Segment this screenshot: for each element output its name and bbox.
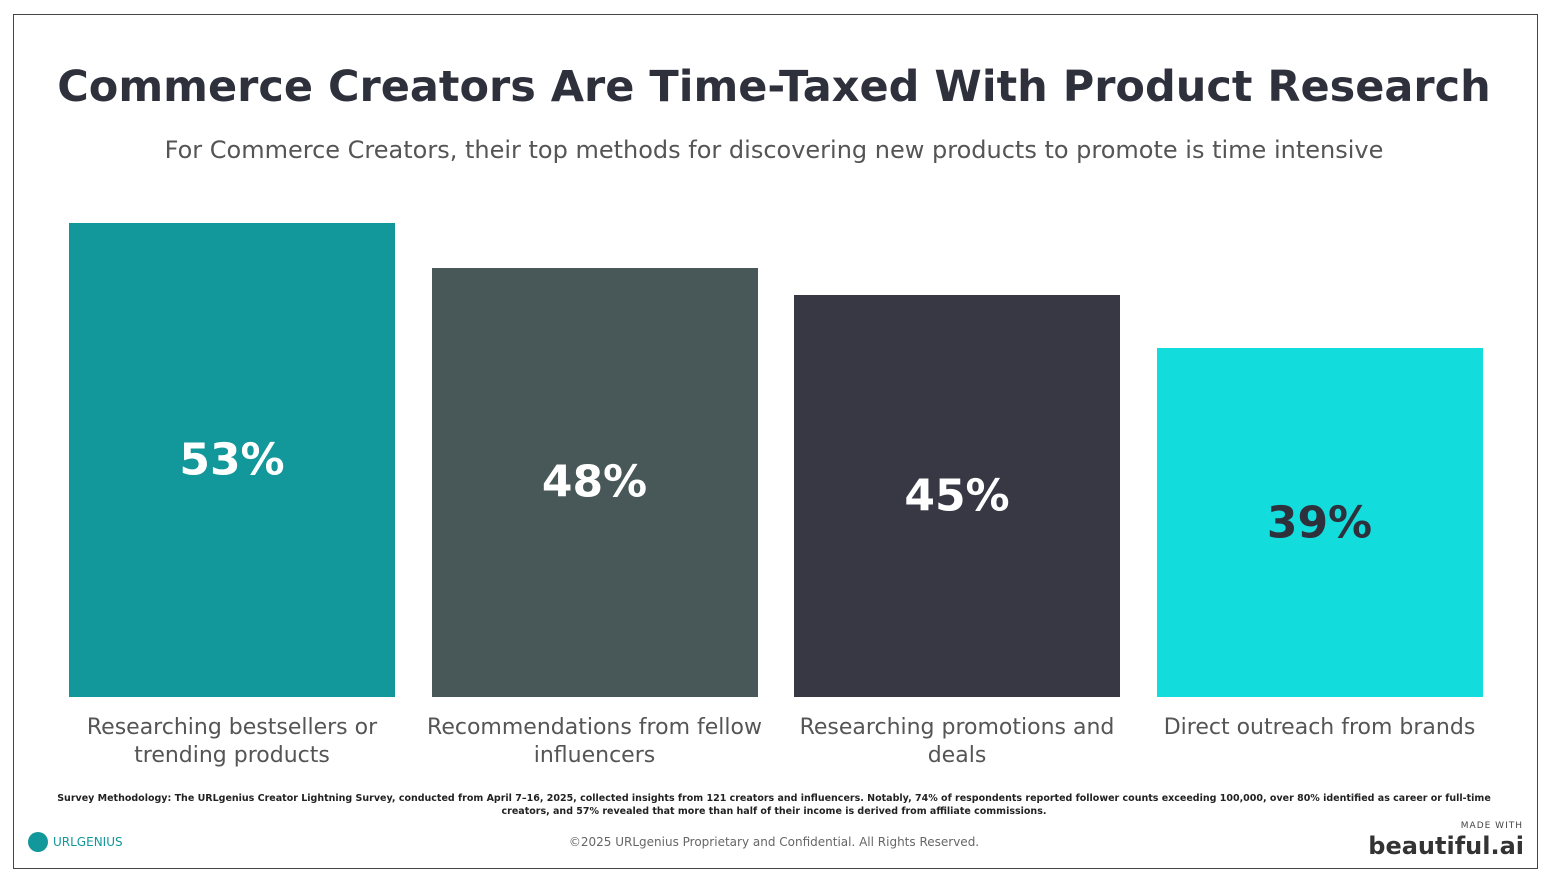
x-tick-label: Researching promotions and deals <box>799 715 1115 768</box>
bar <box>69 223 395 697</box>
value-label: 53% <box>179 434 285 486</box>
bar <box>431 267 758 697</box>
value-label: 45% <box>904 470 1010 522</box>
logo: URLGENIUS <box>28 832 123 852</box>
x-tick-label: Researching bestsellers or trending prod… <box>86 715 378 768</box>
copyright: ©2025 URLgenius Proprietary and Confiden… <box>568 835 980 849</box>
chart-title: Commerce Creators Are Time-Taxed With Pr… <box>57 62 1491 112</box>
logo-icon <box>28 832 48 852</box>
made-with: MADE WITH <box>1460 821 1523 831</box>
x-tick-label: Recommendations from fellow influencers <box>427 715 762 768</box>
bar <box>794 294 1120 697</box>
bar <box>1156 348 1483 697</box>
value-label: 48% <box>541 456 648 508</box>
frame <box>13 14 1538 869</box>
methodology: Survey Methodology: The URLgenius Creato… <box>57 793 1491 817</box>
x-tick-label: Direct outreach from brands <box>1163 715 1476 740</box>
chart-subtitle: For Commerce Creators, their top methods… <box>164 136 1384 164</box>
logo-text: URLGENIUS <box>53 835 123 849</box>
value-label: 39% <box>1266 497 1373 549</box>
brand: beautiful.ai <box>1368 832 1524 860</box>
